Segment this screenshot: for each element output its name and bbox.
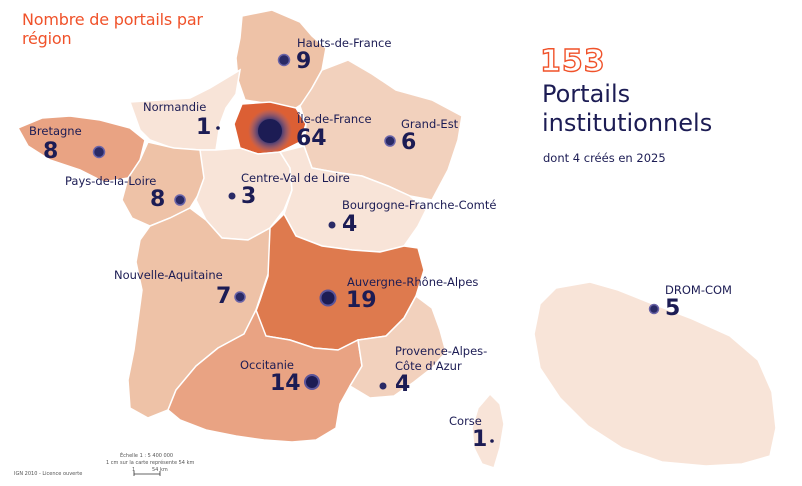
dot-hauts-de-france	[277, 53, 291, 67]
label-auvergne-rhone-alpes: Auvergne-Rhône-Alpes	[347, 275, 479, 289]
dot-bourgogne-franche-comte	[328, 221, 336, 229]
scale-ratio: Échelle 1 : 5 400 000	[120, 453, 174, 459]
scale-tick-left-label: 1	[132, 467, 136, 473]
region-bourgogne-franche-comte[interactable]	[278, 145, 427, 253]
total-label: Portails institutionnels	[542, 80, 713, 137]
dot-drom-com	[648, 303, 660, 315]
label-bourgogne-franche-comte: Bourgogne-Franche-Comté	[342, 198, 497, 212]
region-normandie[interactable]	[128, 68, 242, 151]
label-occitanie: Occitanie	[240, 358, 295, 372]
dot-centre-val-de-loire	[228, 192, 236, 200]
scale-tick-right-label: 54 km	[152, 467, 168, 473]
source-credit: IGN 2010 - Licence ouverte	[14, 471, 83, 477]
dot-normandie	[216, 126, 220, 130]
dot-corse	[490, 439, 494, 443]
total-sub: dont 4 créés en 2025	[543, 151, 666, 165]
count-pays-de-la-loire: 8	[150, 187, 166, 212]
label-ile-de-france: Île-de-France	[297, 112, 372, 126]
count-bretagne: 8	[43, 139, 59, 164]
count-auvergne-rhone-alpes: 19	[346, 288, 377, 313]
label-hauts-de-france: Hauts-de-France	[297, 36, 392, 50]
count-nouvelle-aquitaine: 7	[216, 284, 232, 309]
count-drom-com: 5	[665, 296, 681, 321]
count-hauts-de-france: 9	[296, 49, 312, 74]
label-corse: Corse	[449, 414, 482, 428]
region-paca[interactable]	[348, 294, 447, 399]
dot-bretagne	[92, 145, 106, 159]
dot-ile-de-france	[258, 119, 282, 143]
count-grand-est: 6	[401, 130, 417, 155]
label-bretagne: Bretagne	[29, 124, 82, 138]
scale-description: 1 cm sur la carte représente 54 km	[106, 460, 195, 466]
region-occitanie[interactable]	[167, 308, 363, 443]
label-drom-com: DROM-COM	[665, 283, 732, 297]
label-paca-line1: Provence-Alpes-	[395, 344, 488, 358]
total-portals: 153	[539, 43, 606, 79]
count-occitanie: 14	[270, 371, 301, 396]
label-pays-de-la-loire: Pays-de-la-Loire	[65, 174, 157, 188]
count-normandie: 1	[196, 115, 212, 140]
region-centre-val-de-loire[interactable]	[195, 147, 293, 241]
count-bourgogne-franche-comte: 4	[342, 212, 358, 237]
region-corse[interactable]	[471, 392, 505, 469]
count-paca: 4	[395, 372, 411, 397]
dot-occitanie	[304, 374, 320, 390]
legend-title: Nombre de portails par région	[22, 10, 203, 48]
dot-nouvelle-aquitaine	[234, 291, 246, 303]
count-centre-val-de-loire: 3	[241, 184, 257, 209]
dot-auvergne-rhone-alpes	[319, 289, 337, 307]
label-grand-est: Grand-Est	[401, 117, 459, 131]
dot-paca	[379, 382, 387, 390]
count-corse: 1	[472, 427, 488, 452]
label-normandie: Normandie	[143, 100, 207, 114]
count-ile-de-france: 64	[296, 126, 327, 151]
dot-grand-est	[384, 135, 396, 147]
dot-pays-de-la-loire	[174, 194, 186, 206]
label-paca-line2: Côte d'Azur	[395, 359, 462, 373]
label-nouvelle-aquitaine: Nouvelle-Aquitaine	[114, 268, 223, 282]
label-centre-val-de-loire: Centre-Val de Loire	[241, 171, 350, 185]
